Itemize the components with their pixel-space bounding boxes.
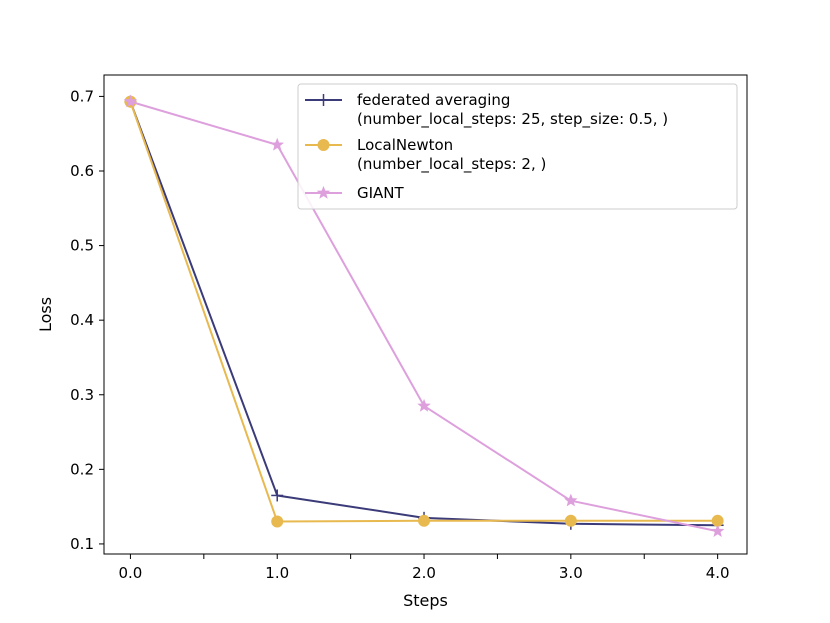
y-axis-label: Loss [36,297,55,332]
legend: federated averaging(number_local_steps: … [297,83,738,210]
y-tick-label-4: 0.5 [70,237,94,255]
y-tick-label-1: 0.2 [70,460,94,478]
legend-label-0-line-0: federated averaging [357,91,510,109]
series-2-point-0 [123,94,138,108]
y-tick-label-6: 0.7 [70,87,94,105]
y-tick-label-3: 0.4 [70,311,94,329]
legend-entry-2: GIANT [305,184,405,202]
legend-marker-1 [317,139,330,151]
x-tick-label-0: 0.0 [118,564,142,582]
legend-entry-1: LocalNewton(number_local_steps: 2, ) [305,136,546,174]
series-2-point-4 [710,524,725,537]
x-tick-label-2: 1.0 [265,564,289,582]
series-1-point-1 [271,515,284,528]
series-2 [123,94,725,537]
y-tick-label-2: 0.3 [70,386,94,404]
series-0-point-1 [271,489,284,502]
legend-entry-0: federated averaging(number_local_steps: … [305,91,668,129]
x-axis-label: Steps [403,591,448,610]
y-tick-label-0: 0.1 [70,535,94,553]
axes-layer: 0.0 1.0 2.0 3.0 4.0 0.1 0.2 0.3 0.4 0.5 0.6 0.7 Step… [36,74,748,610]
plot-frame [103,74,748,555]
series-1-point-2 [418,514,431,527]
series-2-point-1 [270,137,284,151]
y-tick-label-5: 0.6 [70,162,94,180]
x-tick-label-6: 3.0 [559,564,583,582]
legend-label-0-line-1: (number_local_steps: 25, step_size: 0.5,… [357,110,668,129]
legend-label-1-line-1: (number_local_steps: 2, ) [357,155,546,174]
series-layer [123,94,725,537]
x-tick-label-4: 2.0 [412,564,436,582]
legend-marker-2 [316,185,331,199]
legend-label-2: GIANT [357,184,405,202]
x-tick-label-8: 4.0 [706,564,730,582]
legend-marker-0 [317,94,330,106]
series-2-point-3 [564,493,578,507]
series-2-point-2 [417,398,431,412]
series-1-point-3 [564,514,577,527]
legend-box [297,83,738,210]
legend-label-1-line-0: LocalNewton [357,136,453,154]
